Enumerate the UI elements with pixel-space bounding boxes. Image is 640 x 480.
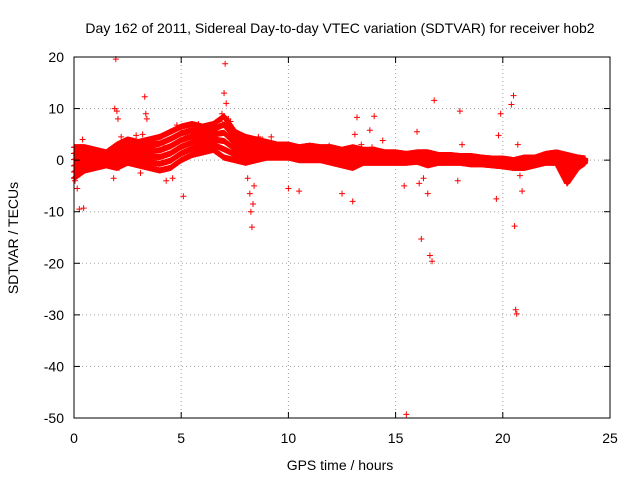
chart-title: Day 162 of 2011, Sidereal Day-to-day VTE…	[85, 20, 594, 36]
data-points	[71, 56, 589, 418]
